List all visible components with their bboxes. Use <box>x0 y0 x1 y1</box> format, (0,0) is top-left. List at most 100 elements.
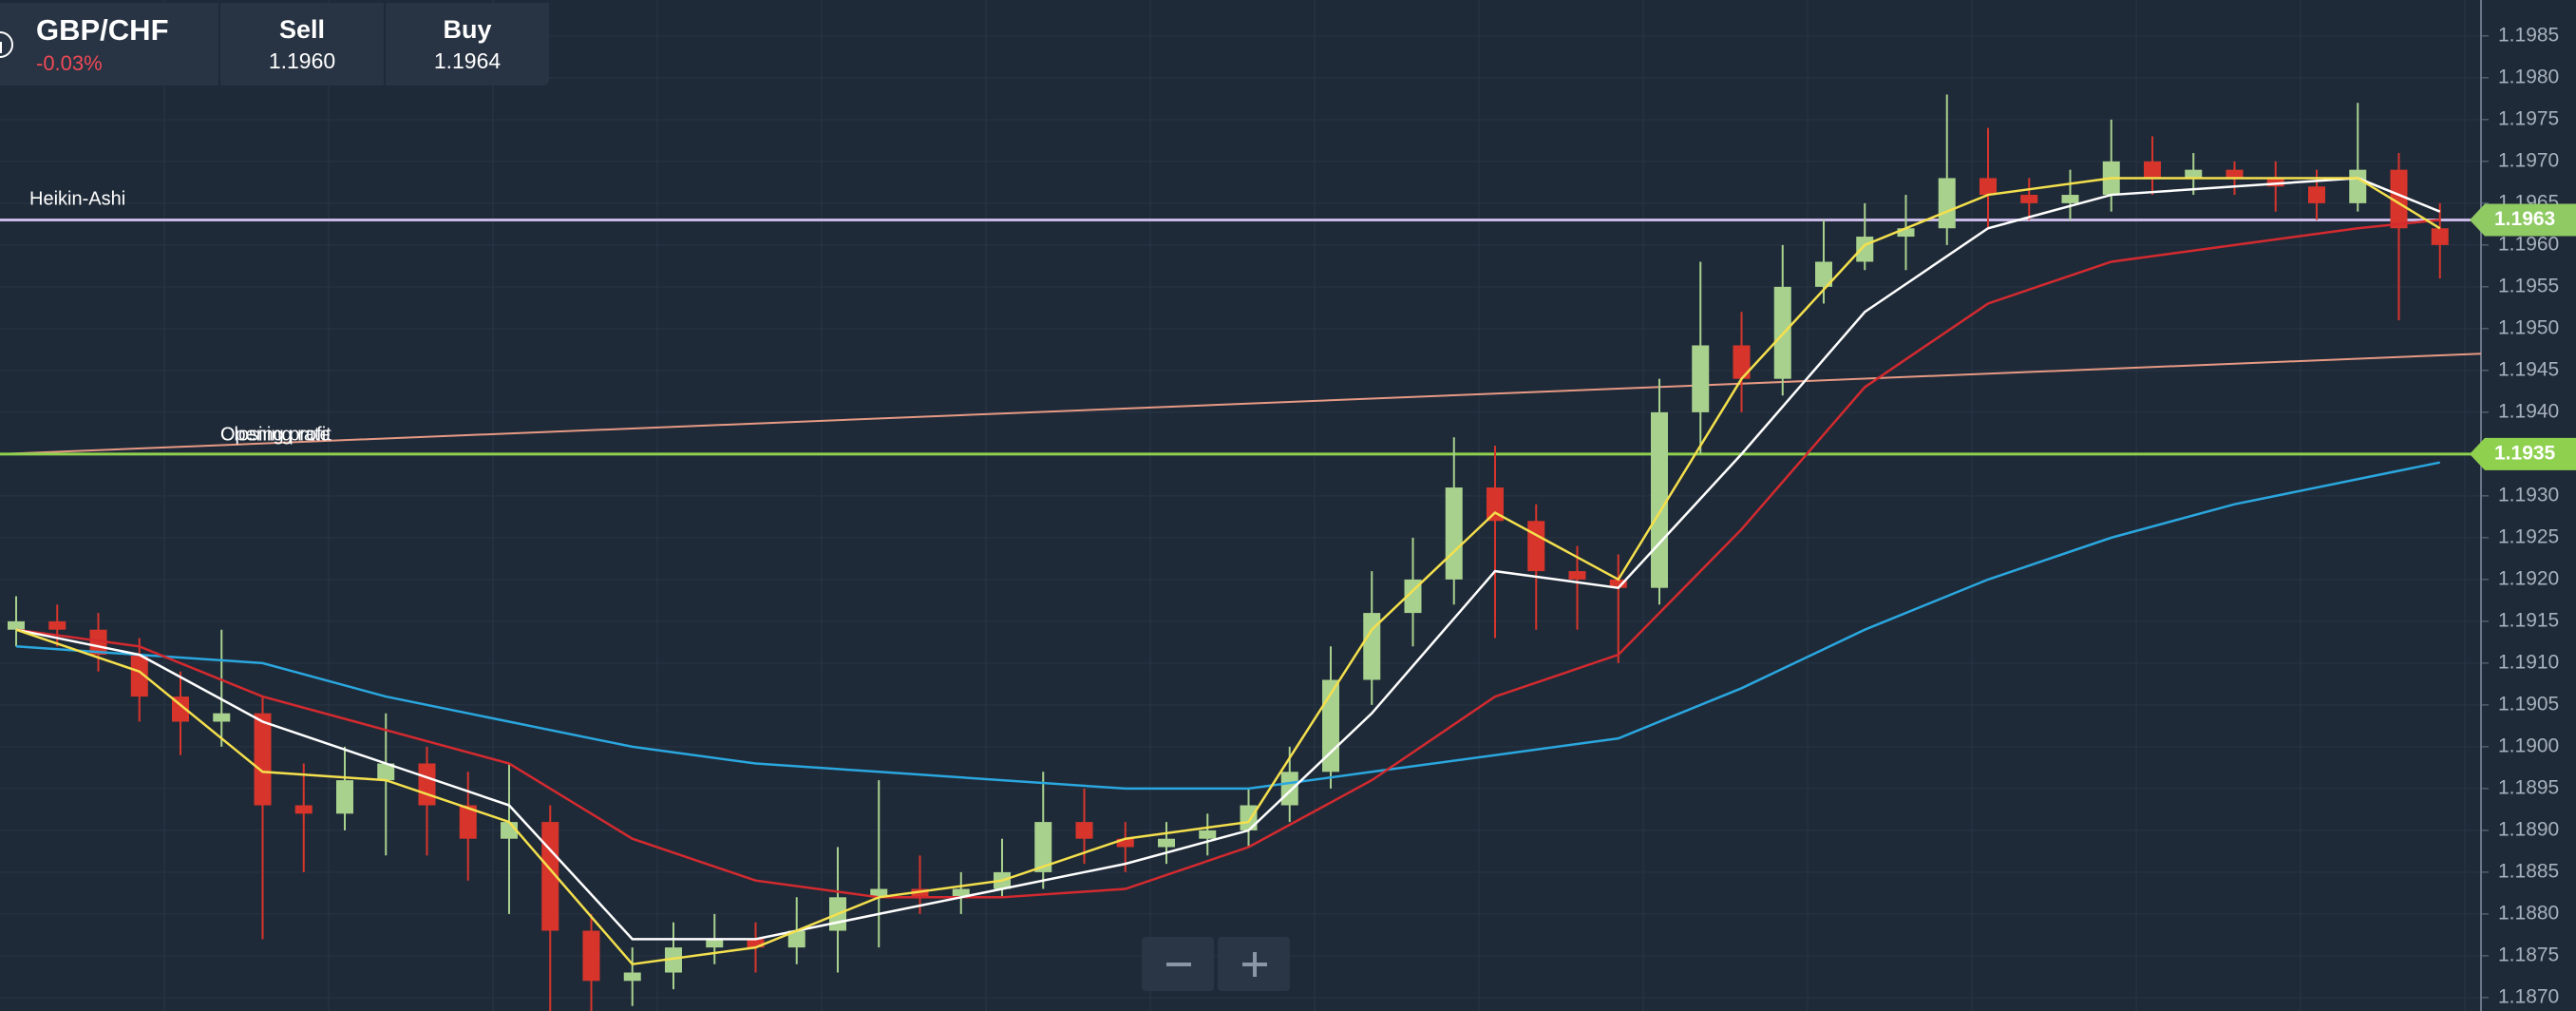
y-tick-label: 1.1950 <box>2498 316 2559 338</box>
candle-body <box>1116 838 1134 848</box>
y-tick-label: 1.1895 <box>2498 776 2559 798</box>
candle-body <box>2226 169 2244 179</box>
y-tick-label: 1.1875 <box>2498 944 2559 965</box>
info-icon[interactable] <box>0 31 13 58</box>
annotation: Closing profit <box>220 424 331 445</box>
candle-body <box>1733 345 1751 379</box>
zoom-controls <box>1142 937 1290 991</box>
candle-body <box>418 763 436 806</box>
trendline <box>0 353 2482 455</box>
y-tick-label: 1.1945 <box>2498 358 2559 380</box>
y-tick-label: 1.1985 <box>2498 24 2559 46</box>
zoom-out[interactable] <box>1142 937 1214 991</box>
price-tag-label: 1.1963 <box>2494 208 2555 230</box>
sell-price: 1.1960 <box>268 48 336 73</box>
candle-body <box>911 888 929 898</box>
candle-body <box>582 930 600 982</box>
candle-body <box>1363 613 1381 680</box>
candle-body <box>336 780 353 814</box>
sell-button[interactable]: Sell 1.1960 <box>220 3 386 86</box>
candle-body <box>254 713 272 806</box>
candle-body <box>377 763 395 781</box>
candle-body <box>1815 261 1832 287</box>
zoom-in[interactable] <box>1218 937 1290 991</box>
y-tick-label: 1.1885 <box>2498 860 2559 882</box>
candle-body <box>665 947 682 973</box>
moving-average <box>15 177 2441 966</box>
y-tick-label: 1.1980 <box>2498 66 2559 87</box>
candle-body <box>2144 161 2161 179</box>
candle-body <box>541 822 559 931</box>
y-tick-label: 1.1880 <box>2498 902 2559 924</box>
candle-body <box>787 930 805 948</box>
buy-button[interactable]: Buy 1.1964 <box>386 3 549 86</box>
symbol: GBP/CHF <box>36 12 169 47</box>
candle-body <box>130 655 148 697</box>
candle-body <box>1897 228 1915 238</box>
change: -0.03% <box>36 50 103 75</box>
y-tick-label: 1.1970 <box>2498 149 2559 171</box>
candle-body <box>459 805 477 839</box>
candle-body <box>1609 579 1627 588</box>
instrument-header: GBP/CHF -0.03% Sell 1.1960 Buy 1.1964 <box>0 3 549 86</box>
candle-body <box>294 805 313 814</box>
y-tick-label: 1.1915 <box>2498 609 2559 631</box>
candle-body <box>2431 228 2449 245</box>
buy-price: 1.1964 <box>433 48 502 73</box>
candle-body <box>1445 487 1463 580</box>
y-tick-label: 1.1940 <box>2498 400 2559 422</box>
candle-body <box>1158 838 1175 848</box>
y-tick-label: 1.1910 <box>2498 651 2559 673</box>
candle-body <box>2266 178 2284 187</box>
candle-body <box>213 713 231 722</box>
candle-body <box>2185 169 2203 179</box>
candle-body <box>8 620 25 630</box>
y-tick-label: 1.1890 <box>2498 818 2559 840</box>
candle-body <box>870 888 888 898</box>
candle-body <box>1651 411 1668 588</box>
candle-body <box>747 939 765 948</box>
y-tick-label: 1.1920 <box>2498 567 2559 589</box>
y-tick-label: 1.1975 <box>2498 107 2559 129</box>
candle-body <box>1692 345 1710 412</box>
candle-body <box>1240 805 1258 830</box>
y-tick-label: 1.1955 <box>2498 275 2559 296</box>
y-tick-label: 1.1905 <box>2498 693 2559 715</box>
candle-body <box>1568 571 1586 580</box>
y-tick-label: 1.1960 <box>2498 233 2559 255</box>
candle-body <box>1487 487 1504 522</box>
candle-body <box>48 620 66 630</box>
symbol-cell[interactable]: GBP/CHF -0.03% <box>0 3 220 86</box>
annotation: Opening rate <box>220 424 331 445</box>
y-tick-label: 1.1900 <box>2498 734 2559 756</box>
candle-body <box>2349 169 2367 203</box>
candle-body <box>2061 195 2079 203</box>
candle-body <box>1856 237 1874 262</box>
candle-body <box>1280 772 1298 806</box>
candle-body <box>1199 830 1217 839</box>
candle-body <box>1938 178 1956 229</box>
price-line-label: Heikin-Ashi <box>29 189 125 210</box>
candle-body <box>1075 822 1093 839</box>
candle-body <box>1034 822 1052 872</box>
moving-average <box>15 177 2441 941</box>
y-tick-label: 1.1870 <box>2498 985 2559 1007</box>
candle-body <box>1527 521 1545 572</box>
candle-body <box>2020 195 2038 203</box>
candle-body <box>1979 178 1997 196</box>
sell-label: Sell <box>278 14 326 44</box>
candle-body <box>89 629 107 656</box>
candle-body <box>952 888 970 898</box>
candle-body <box>623 972 641 982</box>
candle-body <box>706 939 724 948</box>
candle-body <box>2308 186 2325 203</box>
buy-label: Buy <box>443 14 492 44</box>
y-tick-label: 1.1925 <box>2498 525 2559 547</box>
moving-average <box>15 461 2440 791</box>
price-tag-label: 1.1935 <box>2494 442 2556 464</box>
price-tag <box>2470 437 2576 470</box>
moving-average <box>15 219 2440 899</box>
y-tick-label: 1.1930 <box>2498 484 2559 506</box>
